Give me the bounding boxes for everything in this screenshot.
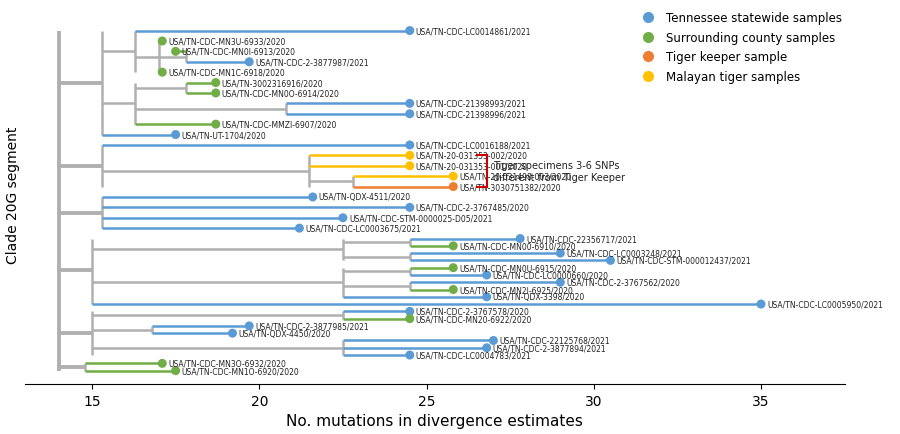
- Text: USA/TN-QDX-4450/2020: USA/TN-QDX-4450/2020: [238, 329, 331, 338]
- Point: [402, 111, 417, 118]
- Point: [242, 323, 256, 330]
- Point: [446, 286, 461, 293]
- Point: [168, 49, 183, 56]
- Text: USA/TN-QDX-3398/2020: USA/TN-QDX-3398/2020: [492, 293, 585, 302]
- Text: USA/TN-CDC-22356717/2021: USA/TN-CDC-22356717/2021: [526, 234, 637, 243]
- Point: [155, 38, 169, 45]
- Point: [209, 122, 223, 128]
- Y-axis label: Clade 20G segment: Clade 20G segment: [5, 126, 20, 263]
- Text: USA/TN-CDC-LC0003248/2021: USA/TN-CDC-LC0003248/2021: [566, 249, 682, 258]
- Point: [402, 308, 417, 315]
- Point: [209, 90, 223, 97]
- Text: USA/TN-CDC-LC0016188/2021: USA/TN-CDC-LC0016188/2021: [416, 141, 531, 150]
- Point: [402, 316, 417, 322]
- Point: [292, 225, 307, 232]
- Text: USA/TN-CDC-2-3767485/2020: USA/TN-CDC-2-3767485/2020: [416, 204, 530, 212]
- Text: USA/TN-20-031353-002/2020: USA/TN-20-031353-002/2020: [416, 151, 527, 161]
- Point: [242, 59, 256, 66]
- Text: USA/TN-CDC-MN1O-6920/2020: USA/TN-CDC-MN1O-6920/2020: [182, 366, 300, 375]
- Legend: Tennessee statewide samples, Surrounding county samples, Tiger keeper sample, Ma: Tennessee statewide samples, Surrounding…: [632, 8, 847, 89]
- Point: [402, 352, 417, 358]
- Point: [402, 163, 417, 170]
- Point: [402, 101, 417, 108]
- Text: USA/TN-CDC-MN1C-6918/2020: USA/TN-CDC-MN1C-6918/2020: [168, 69, 285, 78]
- Text: USA/TN-CDC-LC0014861/2021: USA/TN-CDC-LC0014861/2021: [416, 27, 531, 36]
- Text: USA/TN-CDC-2-3877894/2021: USA/TN-CDC-2-3877894/2021: [492, 343, 607, 352]
- Point: [446, 173, 461, 180]
- Text: USA/TN-CDC-LC0000660/2020: USA/TN-CDC-LC0000660/2020: [492, 271, 608, 280]
- Point: [402, 28, 417, 35]
- Text: USA/TN-CDC-MN2I-6925/2020: USA/TN-CDC-MN2I-6925/2020: [459, 286, 573, 294]
- Point: [225, 330, 239, 337]
- Text: USA/TN-CDC-22125768/2021: USA/TN-CDC-22125768/2021: [500, 336, 610, 345]
- Text: USA/TN-3002316916/2020: USA/TN-3002316916/2020: [221, 79, 323, 88]
- Text: USA/TN-CDC-LC0004783/2021: USA/TN-CDC-LC0004783/2021: [416, 351, 532, 360]
- Text: USA/TN-CDC-MN00-6910/2020: USA/TN-CDC-MN00-6910/2020: [459, 242, 576, 251]
- Text: USA/TN-20-031353-001/2020: USA/TN-20-031353-001/2020: [416, 162, 527, 171]
- Text: USA/TN-CDC-MN0I-6913/2020: USA/TN-CDC-MN0I-6913/2020: [182, 48, 296, 57]
- Text: USA/TN-CDC-21398996/2021: USA/TN-CDC-21398996/2021: [416, 110, 526, 119]
- Point: [155, 69, 169, 76]
- Point: [513, 236, 527, 243]
- Point: [209, 80, 223, 87]
- Text: USA/TN-CDC-STM-000012437/2021: USA/TN-CDC-STM-000012437/2021: [616, 256, 751, 265]
- Point: [155, 360, 169, 367]
- Text: USA/TN-CDC-MN20-6922/2020: USA/TN-CDC-MN20-6922/2020: [416, 314, 532, 323]
- Point: [336, 215, 350, 222]
- Text: USA/TN-CDC-MMZI-6907/2020: USA/TN-CDC-MMZI-6907/2020: [221, 120, 338, 129]
- X-axis label: No. mutations in divergence estimates: No. mutations in divergence estimates: [286, 414, 583, 428]
- Text: USA/TN-CDC-LC0003675/2021: USA/TN-CDC-LC0003675/2021: [305, 224, 421, 233]
- Text: USA/TN-CDC-MN0U-6915/2020: USA/TN-CDC-MN0U-6915/2020: [459, 263, 577, 273]
- Text: USA/TN-UT-1704/2020: USA/TN-UT-1704/2020: [182, 131, 266, 140]
- Point: [486, 337, 500, 344]
- Point: [603, 257, 617, 264]
- Point: [446, 265, 461, 272]
- Point: [480, 345, 494, 352]
- Text: USA/TN-CDC-MN3O-6932/2020: USA/TN-CDC-MN3O-6932/2020: [168, 359, 286, 368]
- Text: USA/TN-3030751382/2020: USA/TN-3030751382/2020: [459, 183, 561, 192]
- Point: [402, 142, 417, 149]
- Text: USA/TN-CDC-STM-0000025-D05/2021: USA/TN-CDC-STM-0000025-D05/2021: [349, 214, 492, 223]
- Text: USA/TN-CDC-2-3767578/2020: USA/TN-CDC-2-3767578/2020: [416, 307, 530, 316]
- Point: [168, 367, 183, 374]
- Point: [168, 132, 183, 139]
- Point: [306, 194, 320, 201]
- Point: [446, 184, 461, 191]
- Text: USA/TN-CDC-LC0005950/2021: USA/TN-CDC-LC0005950/2021: [767, 300, 883, 309]
- Point: [754, 301, 769, 308]
- Text: USA/TN-CDC-MN3U-6933/2020: USA/TN-CDC-MN3U-6933/2020: [168, 37, 285, 46]
- Text: USA/TN-CDC-MN0O-6914/2020: USA/TN-CDC-MN0O-6914/2020: [221, 89, 339, 98]
- Text: USA/TN-CDC-2-3877985/2021: USA/TN-CDC-2-3877985/2021: [256, 322, 369, 331]
- Point: [402, 152, 417, 159]
- Text: USA/TN-20-031498-003/2020: USA/TN-20-031498-003/2020: [459, 172, 572, 181]
- Point: [554, 279, 568, 286]
- Text: USA/TN-CDC-21398993/2021: USA/TN-CDC-21398993/2021: [416, 100, 526, 108]
- Point: [554, 250, 568, 257]
- Text: USA/TN-CDC-2-3877987/2021: USA/TN-CDC-2-3877987/2021: [256, 58, 369, 67]
- Text: Tiger specimens 3-6 SNPs
different from Tiger Keeper: Tiger specimens 3-6 SNPs different from …: [493, 161, 626, 182]
- Text: USA/TN-QDX-4511/2020: USA/TN-QDX-4511/2020: [319, 193, 411, 202]
- Point: [402, 204, 417, 211]
- Point: [480, 272, 494, 279]
- Text: USA/TN-CDC-2-3767562/2020: USA/TN-CDC-2-3767562/2020: [566, 278, 680, 287]
- Point: [480, 294, 494, 301]
- Point: [446, 243, 461, 250]
